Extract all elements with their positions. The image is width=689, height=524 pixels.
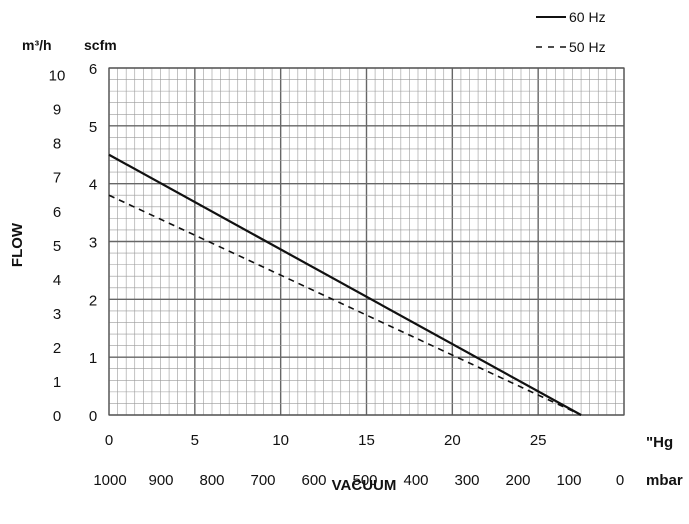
y2-tick-label: 3: [53, 306, 61, 323]
y2-tick-label: 5: [53, 238, 61, 255]
legend-50hz-label: 50 Hz: [569, 39, 606, 55]
chart-series: [108, 153, 582, 416]
x2-tick-label: 900: [148, 472, 173, 489]
x2-tick-label: 400: [403, 472, 428, 489]
y2-tick-label: 8: [53, 136, 61, 153]
y-tick-label: 2: [89, 292, 97, 309]
x-unit-primary: "Hg: [646, 434, 673, 451]
y-unit-secondary: m³/h: [22, 37, 52, 53]
x2-tick-label: 500: [352, 472, 377, 489]
y2-tick-label: 7: [53, 170, 61, 187]
y-tick-label: 0: [89, 408, 97, 425]
x2-tick-label: 100: [556, 472, 581, 489]
y-unit-primary: scfm: [84, 37, 117, 53]
series-60hz-line: [108, 153, 582, 416]
x2-tick-label: 600: [301, 472, 326, 489]
y-tick-label: 5: [89, 119, 97, 136]
y2-tick-label: 1: [53, 374, 61, 391]
y2-tick-label: 4: [53, 272, 61, 289]
x-tick-label: 5: [191, 432, 199, 449]
x-unit-secondary: mbar: [646, 472, 683, 489]
y-axis-title: FLOW: [9, 222, 26, 267]
y2-tick-label: 10: [49, 68, 66, 85]
plot-frame: [108, 67, 625, 416]
y2-tick-label: 2: [53, 340, 61, 357]
y-tick-label: 1: [89, 350, 97, 367]
y-tick-label: 4: [89, 177, 97, 194]
chart-legend: 60 Hz 50 Hz: [536, 9, 606, 55]
x-axis-title: VACUUM: [332, 477, 397, 494]
y2-axis-ticks: 0 1 2 3 4 5 6 7 8 9 10: [49, 68, 66, 425]
x-tick-label: 0: [105, 432, 113, 449]
x2-axis-ticks: 1000 900 800 700 600 500 400 300 200 100 0: [93, 472, 624, 489]
y2-tick-label: 6: [53, 204, 61, 221]
x-tick-label: 20: [444, 432, 461, 449]
x2-tick-label: 300: [454, 472, 479, 489]
y2-tick-label: 0: [53, 408, 61, 425]
x2-tick-label: 1000: [93, 472, 126, 489]
y-axis-ticks: 0 1 2 3 4 5 6: [89, 61, 97, 425]
y-tick-label: 3: [89, 235, 97, 252]
x-tick-label: 10: [272, 432, 289, 449]
series-50hz-line: [108, 194, 582, 416]
x2-tick-label: 700: [250, 472, 275, 489]
x-tick-label: 25: [530, 432, 547, 449]
chart-grid: [108, 67, 625, 416]
x-axis-ticks: 0 5 10 15 20 25: [105, 432, 547, 449]
x-tick-label: 15: [358, 432, 375, 449]
x2-tick-label: 0: [616, 472, 624, 489]
y2-tick-label: 9: [53, 102, 61, 119]
y-tick-label: 6: [89, 61, 97, 78]
x2-tick-label: 800: [199, 472, 224, 489]
x2-tick-label: 200: [505, 472, 530, 489]
legend-60hz-label: 60 Hz: [569, 9, 606, 25]
